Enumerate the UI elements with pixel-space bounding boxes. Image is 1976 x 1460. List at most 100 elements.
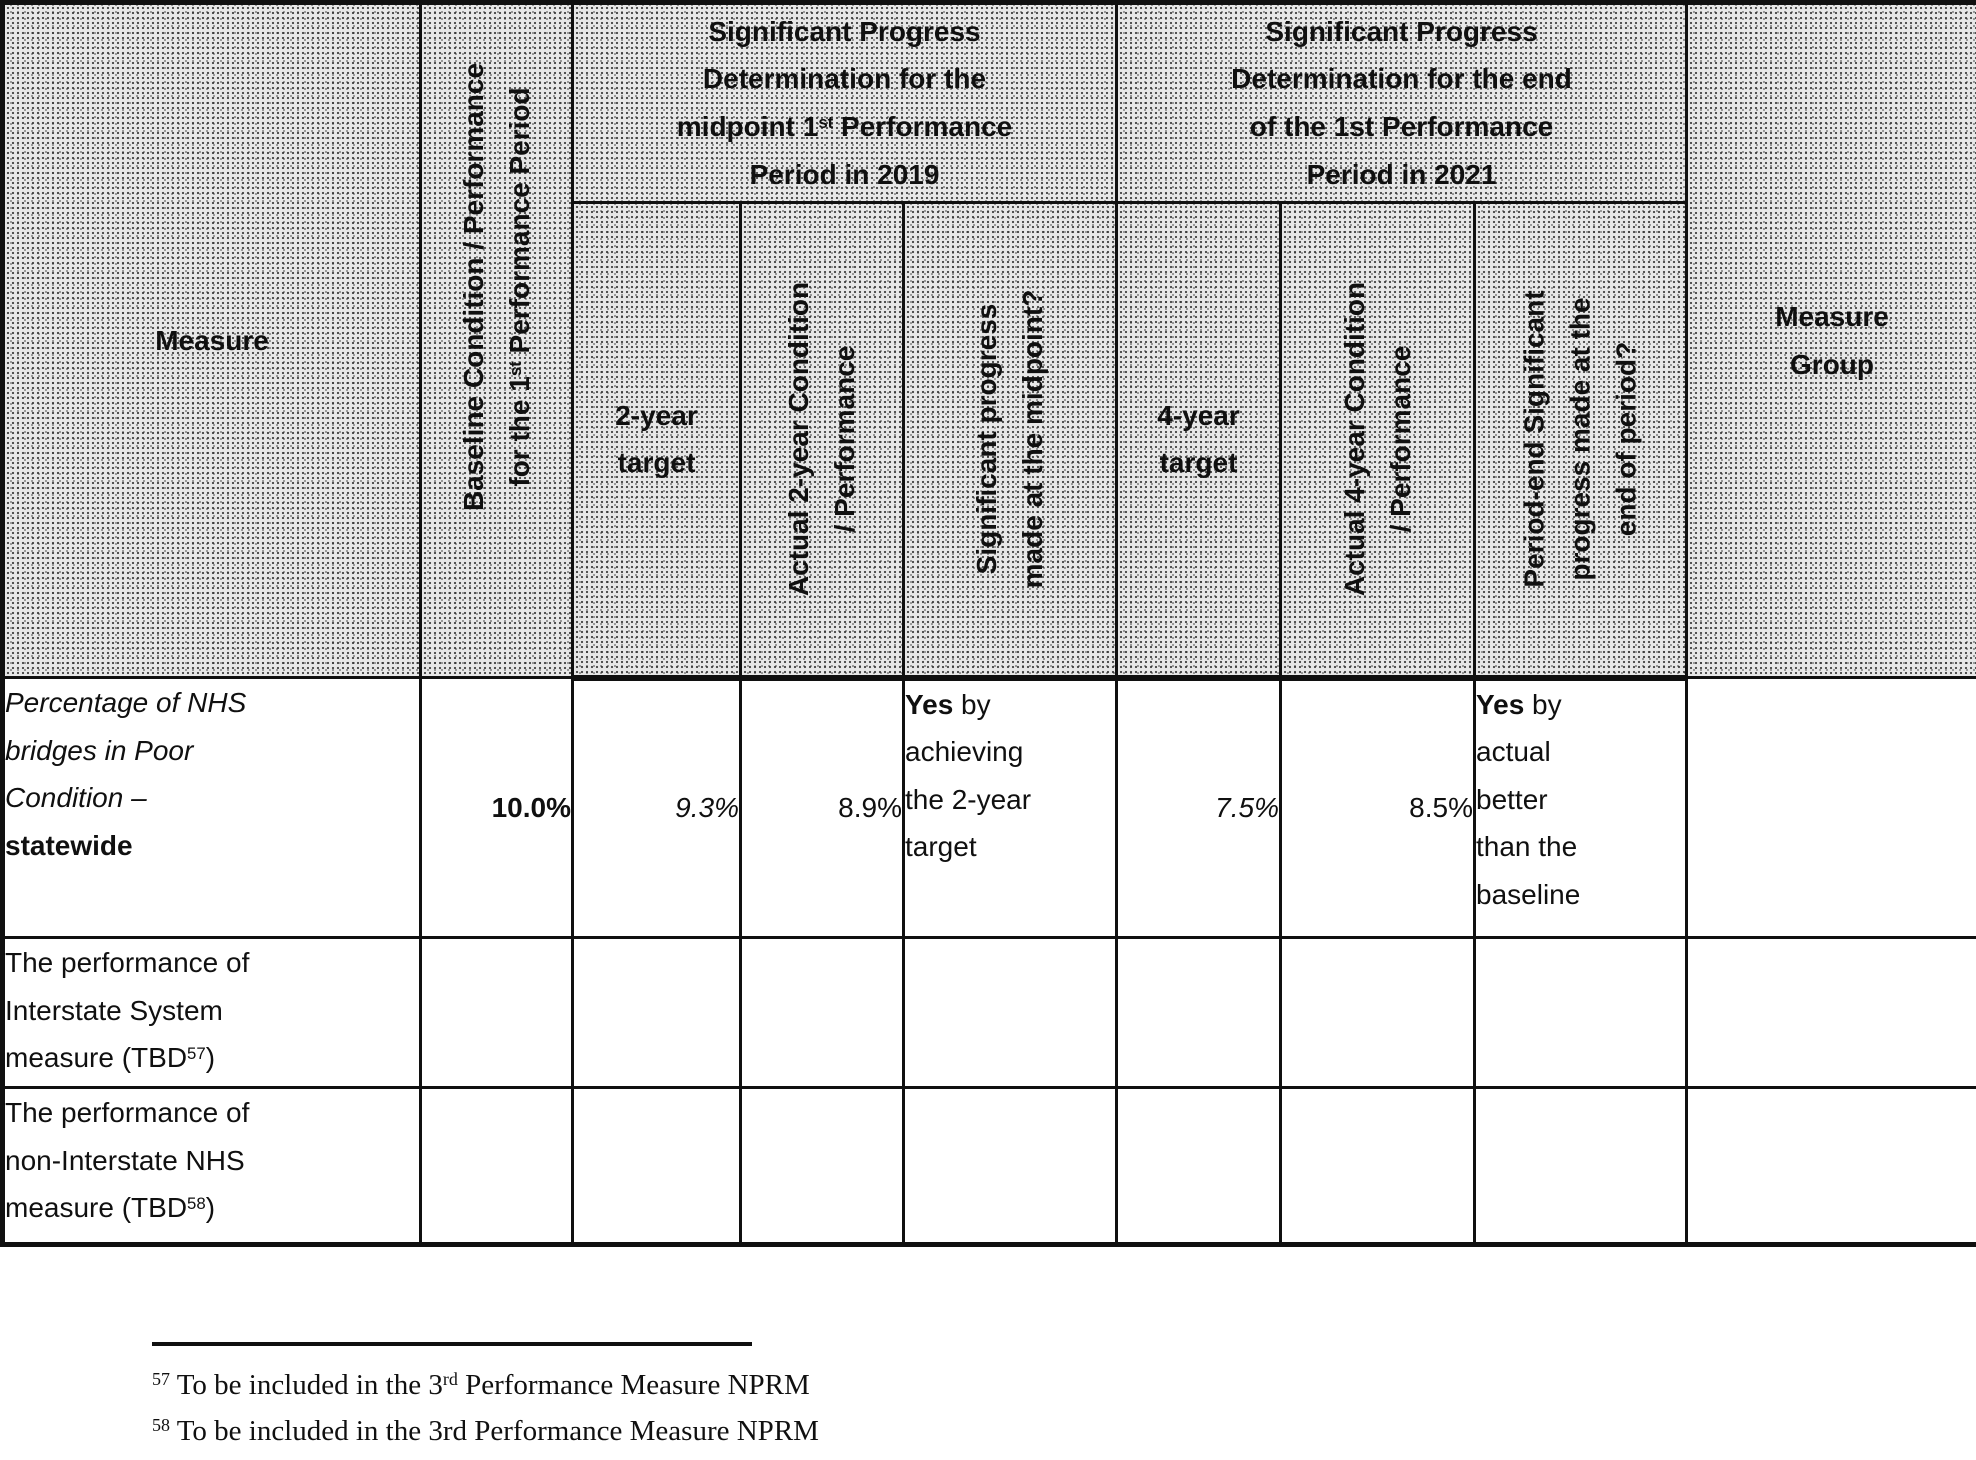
interstate-measure-close: ) <box>205 1042 216 1074</box>
col-2yr-line1: 2-year <box>615 399 698 431</box>
group-midpoint-line4: Period in 2019 <box>749 158 940 190</box>
header-group-end-2021: Significant Progress Determination for t… <box>1114 1 1689 204</box>
measure-header-label: Measure <box>155 324 269 356</box>
cell-empty <box>419 936 574 1089</box>
cell-empty <box>739 1086 905 1246</box>
footnote-58: 58 To be included in the 3rd Performance… <box>152 1408 819 1454</box>
cell-actual-2yr-value: 8.9% <box>739 676 905 939</box>
actual-2yr-line2: / Performance <box>829 345 860 533</box>
footnote-58-marker: 58 <box>152 1415 170 1436</box>
measure-name-italic: Percentage of NHS bridges in Poor Condit… <box>5 687 247 814</box>
cell-empty <box>1685 1086 1976 1246</box>
cell-empty <box>571 1086 742 1246</box>
non-interstate-footnote-ref: 58 <box>187 1194 206 1214</box>
cell-empty <box>1115 936 1282 1089</box>
sig-midpoint-header-rotated: Significant progress made at the midpoin… <box>907 206 1114 672</box>
cell-4yr-target-value: 7.5% <box>1115 676 1282 939</box>
cell-measure-non-interstate: The performance of non-Interstate NHS me… <box>1 1086 422 1246</box>
actual-4yr-header-rotated: Actual 4-year Condition / Performance <box>1284 206 1472 672</box>
footnote-57: 57 To be included in the 3rd Performance… <box>152 1362 819 1408</box>
cell-empty <box>1115 1086 1282 1246</box>
cell-sig-progress-midpoint: Yes by achieving the 2-year target <box>902 676 1118 939</box>
cell-actual-4yr-value: 8.5% <box>1279 676 1476 939</box>
table-row-interstate-system: The performance of Interstate System mea… <box>1 936 1976 1089</box>
group-midpoint-line1: Significant Progress <box>708 15 981 47</box>
group-end-line3: of the 1st Performance <box>1249 111 1554 142</box>
period-end-header-rotated: Period-end Significant progress made at … <box>1478 206 1684 672</box>
cell-empty <box>1279 936 1476 1089</box>
non-interstate-measure-text: The performance of non-Interstate NHS me… <box>5 1097 250 1224</box>
cell-2yr-target-value: 9.3% <box>571 676 742 939</box>
interstate-measure-text: The performance of Interstate System mea… <box>5 947 250 1074</box>
footnote-separator <box>152 1342 752 1346</box>
footnote-57-marker: 57 <box>152 1369 170 1390</box>
header-cell-sig-progress-midpoint: Significant progress made at the midpoin… <box>902 201 1118 681</box>
sig-midpoint-line1: Significant progress <box>970 303 1002 575</box>
header-cell-measure: Measure <box>1 1 422 679</box>
header-group-midpoint-2019: Significant Progress Determination for t… <box>571 1 1118 204</box>
cell-empty <box>902 1086 1118 1246</box>
table-row-non-interstate-nhs: The performance of non-Interstate NHS me… <box>1 1086 1976 1246</box>
baseline-line2-pre: for the 1 <box>503 375 535 487</box>
sig-period-end-yes: Yes <box>1476 688 1525 720</box>
cell-sig-progress-period-end: Yes by actual better than the baseline <box>1472 676 1689 939</box>
sig-midpoint-line2: made at the midpoint? <box>1017 289 1048 589</box>
measure-group-line1: Measure <box>1775 300 1889 332</box>
group-midpoint-line3-pre: midpoint 1 <box>676 111 819 142</box>
cell-empty <box>739 936 905 1089</box>
actual-4yr-line2: / Performance <box>1384 345 1416 533</box>
cell-measure-nhs-bridges: Percentage of NHS bridges in Poor Condit… <box>1 676 422 939</box>
baseline-line1: Baseline Condition / Performance <box>457 62 489 511</box>
performance-measures-table: Measure Baseline Condition / Performance… <box>0 0 1976 1247</box>
baseline-line2-post: Performance Period <box>503 87 535 362</box>
footnote-57-ordinal: rd <box>442 1369 458 1390</box>
group-end-line4: Period in 2021 <box>1306 158 1497 190</box>
cell-empty <box>902 936 1118 1089</box>
cell-empty <box>1472 936 1689 1089</box>
baseline-ordinal-sup: st <box>505 361 525 376</box>
sig-period-end-detail: by actual better than the baseline <box>1476 688 1581 910</box>
actual-4yr-line1: Actual 4-year Condition <box>1338 282 1370 597</box>
group-end-line1: Significant Progress <box>1265 15 1538 47</box>
table-row-nhs-bridges: Percentage of NHS bridges in Poor Condit… <box>1 676 1976 939</box>
actual-2yr-header-rotated: Actual 2-year Condition / Performance <box>744 206 901 672</box>
period-end-line2: progress made at the <box>1564 297 1596 581</box>
measure-group-line2: Group <box>1790 348 1875 380</box>
non-interstate-measure-close: ) <box>205 1192 216 1224</box>
col-4yr-line2: target <box>1159 447 1238 479</box>
actual-2yr-line1: Actual 2-year Condition <box>782 282 814 597</box>
period-end-line1: Period-end Significant <box>1518 290 1550 588</box>
header-cell-baseline: Baseline Condition / Performance for the… <box>419 1 574 679</box>
cell-empty <box>571 936 742 1089</box>
sig-midpoint-yes: Yes <box>905 688 954 720</box>
header-subcolumn-row: 2-year target Actual 2-year Condition / … <box>3 201 1976 681</box>
interstate-footnote-ref: 57 <box>187 1044 206 1064</box>
baseline-header-rotated: Baseline Condition / Performance for the… <box>424 6 570 675</box>
measure-name-statewide: statewide <box>5 829 133 861</box>
header-cell-measure-group: Measure Group <box>1685 1 1976 679</box>
cell-empty <box>419 1086 574 1246</box>
cell-empty <box>1279 1086 1476 1246</box>
header-cell-actual-2yr: Actual 2-year Condition / Performance <box>739 201 905 681</box>
header-cell-4yr-target: 4-year target <box>1115 201 1282 681</box>
sig-midpoint-detail: by achieving the 2-year target <box>905 688 1032 863</box>
cell-measure-group-row1 <box>1685 676 1976 939</box>
footnote-area: 57 To be included in the 3rd Performance… <box>152 1342 819 1454</box>
col-4yr-line1: 4-year <box>1157 399 1240 431</box>
cell-empty <box>1685 936 1976 1089</box>
period-end-line3: end of period? <box>1610 342 1642 537</box>
header-cell-period-end-progress: Period-end Significant progress made at … <box>1472 201 1689 681</box>
header-group-row: Measure Baseline Condition / Performance… <box>1 1 1976 679</box>
header-cell-2yr-target: 2-year target <box>571 201 742 681</box>
group-midpoint-ordinal-sup: st <box>818 112 834 132</box>
group-midpoint-line2: Determination for the <box>702 63 987 95</box>
cell-measure-interstate: The performance of Interstate System mea… <box>1 936 422 1089</box>
group-end-line2: Determination for the end <box>1231 63 1572 95</box>
cell-baseline-value: 10.0% <box>419 676 574 939</box>
footnote-58-text: To be included in the 3rd Performance Me… <box>169 1415 819 1447</box>
group-midpoint-line3-post: Performance <box>833 111 1013 142</box>
footnote-57-text: To be included in the 3 <box>169 1369 443 1401</box>
header-cell-actual-4yr: Actual 4-year Condition / Performance <box>1279 201 1476 681</box>
col-2yr-line2: target <box>617 447 696 479</box>
